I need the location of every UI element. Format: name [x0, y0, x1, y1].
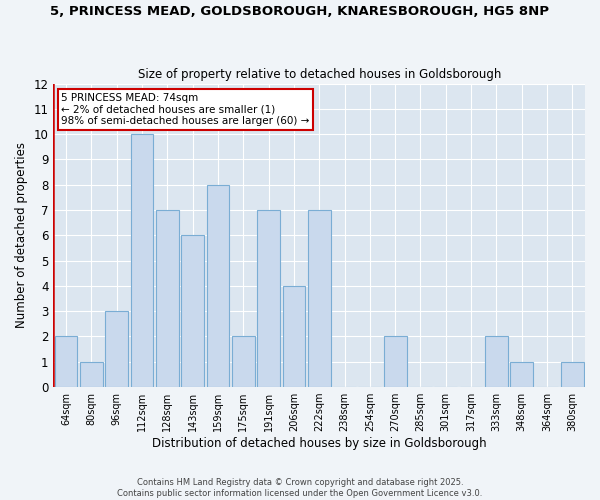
- Bar: [181, 236, 204, 387]
- Bar: [257, 210, 280, 387]
- Bar: [232, 336, 254, 387]
- Text: 5 PRINCESS MEAD: 74sqm
← 2% of detached houses are smaller (1)
98% of semi-detac: 5 PRINCESS MEAD: 74sqm ← 2% of detached …: [61, 92, 310, 126]
- Bar: [308, 210, 331, 387]
- Text: Contains HM Land Registry data © Crown copyright and database right 2025.
Contai: Contains HM Land Registry data © Crown c…: [118, 478, 482, 498]
- Bar: [55, 336, 77, 387]
- Bar: [156, 210, 179, 387]
- Bar: [561, 362, 584, 387]
- Bar: [131, 134, 154, 387]
- Title: Size of property relative to detached houses in Goldsborough: Size of property relative to detached ho…: [137, 68, 501, 81]
- Bar: [485, 336, 508, 387]
- Bar: [80, 362, 103, 387]
- Bar: [283, 286, 305, 387]
- Bar: [384, 336, 407, 387]
- Bar: [511, 362, 533, 387]
- Text: 5, PRINCESS MEAD, GOLDSBOROUGH, KNARESBOROUGH, HG5 8NP: 5, PRINCESS MEAD, GOLDSBOROUGH, KNARESBO…: [50, 5, 550, 18]
- Bar: [106, 311, 128, 387]
- Y-axis label: Number of detached properties: Number of detached properties: [15, 142, 28, 328]
- X-axis label: Distribution of detached houses by size in Goldsborough: Distribution of detached houses by size …: [152, 437, 487, 450]
- Bar: [206, 184, 229, 387]
